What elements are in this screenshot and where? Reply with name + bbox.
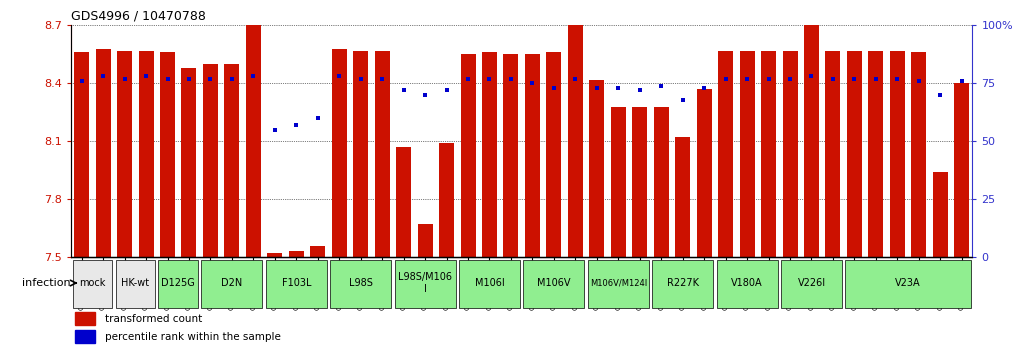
Bar [73,260,112,308]
Bar [482,53,497,257]
Bar [588,260,648,308]
Bar [868,50,883,257]
Bar [246,25,261,257]
Text: percentile rank within the sample: percentile rank within the sample [105,332,281,342]
Bar [739,50,755,257]
Bar [115,260,155,308]
Text: V180A: V180A [731,278,763,288]
Bar [590,79,605,257]
Bar [439,143,454,257]
Text: F103L: F103L [282,278,311,288]
Bar [676,138,690,257]
Bar [267,253,283,257]
Bar [417,224,433,257]
Bar [525,54,540,257]
Bar [846,260,970,308]
Text: M106V/M124I: M106V/M124I [590,278,647,287]
Bar [697,89,712,257]
Bar [781,260,842,308]
Text: L98S: L98S [348,278,373,288]
Bar [330,260,391,308]
Bar [782,50,797,257]
Text: D125G: D125G [161,278,196,288]
Bar [933,172,948,257]
Text: V23A: V23A [895,278,921,288]
Bar [804,25,819,257]
Bar [118,50,132,257]
Bar [524,260,585,308]
Bar [331,49,346,257]
Bar [265,260,327,308]
Bar [75,313,95,325]
Bar [847,50,862,257]
Bar [653,107,669,257]
Text: V226I: V226I [797,278,826,288]
Bar [503,54,519,257]
Bar [139,50,154,257]
Text: L98S/M106
I: L98S/M106 I [398,272,452,294]
Bar [718,50,733,257]
Bar [74,53,89,257]
Text: D2N: D2N [221,278,242,288]
Bar [395,260,456,308]
Bar [912,53,926,257]
Bar [95,49,110,257]
Bar [611,107,626,257]
Bar [652,260,713,308]
Bar [546,53,561,257]
Text: M106I: M106I [475,278,504,288]
Bar [461,54,475,257]
Text: mock: mock [79,278,105,288]
Text: infection: infection [22,278,71,288]
Bar [203,64,218,257]
Text: M106V: M106V [537,278,570,288]
Bar [75,330,95,343]
Text: R227K: R227K [667,278,699,288]
Bar [396,147,411,257]
Bar [289,252,304,257]
Bar [632,107,647,257]
Bar [181,68,197,257]
Text: GDS4996 / 10470788: GDS4996 / 10470788 [71,10,206,23]
Bar [954,83,969,257]
Bar [160,53,175,257]
Bar [158,260,198,308]
Bar [568,24,582,257]
Bar [826,50,841,257]
Bar [354,50,368,257]
Bar [889,50,905,257]
Bar [225,64,239,257]
Text: HK-wt: HK-wt [122,278,149,288]
Bar [716,260,778,308]
Bar [310,246,325,257]
Bar [375,50,390,257]
Bar [459,260,520,308]
Text: transformed count: transformed count [105,314,203,324]
Bar [761,50,776,257]
Bar [202,260,262,308]
